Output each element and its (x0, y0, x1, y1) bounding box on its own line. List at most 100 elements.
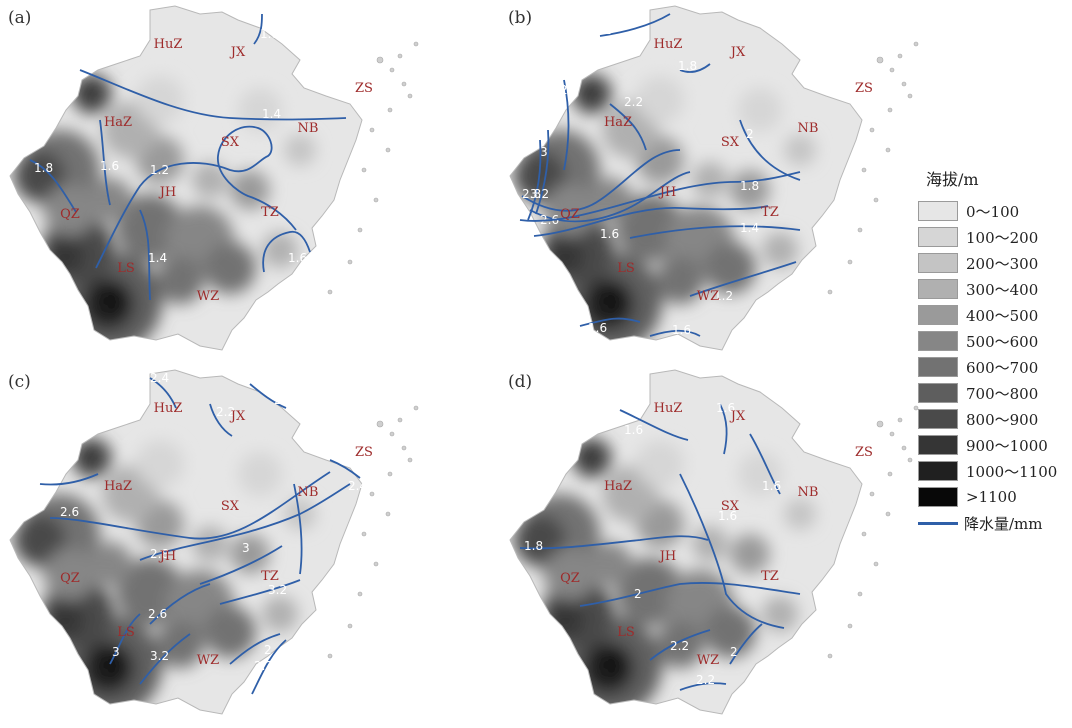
contour-label: 2 (730, 645, 738, 659)
islands (827, 405, 919, 659)
contour-line (619, 409, 689, 441)
city-label: JX (729, 409, 746, 424)
island (373, 561, 379, 567)
elevation-zone (730, 534, 770, 574)
contour-line (229, 633, 281, 665)
contour-label: 2 (634, 587, 642, 601)
elevation-zone (656, 256, 704, 304)
elevation-zone (578, 82, 598, 102)
elevation-zone (704, 242, 756, 294)
contour-line (599, 13, 671, 37)
contour-line (251, 639, 287, 695)
elevation-zone (762, 596, 798, 632)
legend-swatch (918, 461, 958, 481)
contour-label: 2.4 (348, 479, 367, 493)
precip-contours: 1.8 1.6 1.4 1.2 1.4 1.6 1.8 (29, 13, 347, 301)
island (413, 41, 419, 47)
island (827, 289, 833, 295)
contour-line (95, 125, 297, 269)
island (913, 41, 919, 47)
city-label: JX (729, 45, 746, 60)
legend-swatch (918, 357, 958, 377)
legend-label: 1000～1100 (966, 462, 1058, 481)
legend-bins: 0～100 100～200 200～300 300～400 400～500 500～600… (918, 198, 1068, 510)
legend-label: 600～700 (966, 358, 1039, 377)
legend: 海拔/m 0～100 100～200 200～300 300～400 400～500 50… (918, 166, 1068, 536)
panel-label: (d) (508, 372, 533, 392)
island (369, 127, 375, 133)
city-labels: HuZ JX ZS HaZ NB SX JH QZ TZ LS WZ (560, 37, 873, 304)
island (361, 167, 367, 173)
legend-label: 200～300 (966, 254, 1039, 273)
legend-swatch (918, 409, 958, 429)
island (389, 431, 395, 437)
city-label: QZ (560, 207, 580, 222)
legend-swatch (918, 279, 958, 299)
elevation-zone (44, 184, 96, 236)
contour-line (679, 63, 711, 73)
city-label: TZ (761, 569, 779, 584)
contour-label: 1.8 (34, 161, 53, 175)
legend-swatch (918, 383, 958, 403)
island (876, 56, 884, 64)
elevation-zone (784, 134, 816, 166)
island (347, 623, 353, 629)
contour-line (249, 383, 287, 409)
city-label: SX (721, 135, 740, 150)
elevation-zone (600, 288, 624, 312)
elevation-zone (136, 76, 184, 124)
city-label: HuZ (154, 401, 183, 416)
island (873, 561, 879, 567)
city-label: HaZ (604, 479, 632, 494)
panel-label: (b) (508, 8, 533, 28)
island (369, 491, 375, 497)
legend-label: 800～900 (966, 410, 1039, 429)
island (857, 227, 863, 233)
legend-line-label: 降水量/mm (964, 514, 1043, 533)
legend-label: 300～400 (966, 280, 1039, 299)
island (327, 653, 333, 659)
panel-label: (a) (8, 8, 32, 28)
contour-line (262, 230, 311, 273)
city-label: QZ (60, 571, 80, 586)
elevation-zone (762, 232, 798, 268)
elevation-layer (10, 370, 362, 714)
elevation-zone (156, 620, 204, 668)
elevation-zone (284, 134, 316, 166)
island (413, 405, 419, 411)
contour-line (199, 545, 283, 585)
city-label: JH (658, 185, 677, 200)
precip-contours: 2.42.222.42.62.8 33.22.63 3.2 2.42.21.82.4 (39, 371, 367, 695)
city-labels: HuZ JX ZS HaZ NB SX JH QZ TZ LS WZ (60, 37, 373, 304)
legend-swatch (918, 253, 958, 273)
city-label: LS (117, 625, 135, 640)
elevation-zone (44, 548, 96, 600)
island (376, 420, 384, 428)
city-labels: HuZ JX ZS HaZ NB SX JH QZ TZ LS WZ (560, 401, 873, 668)
contour-label: 1.6 (624, 423, 643, 437)
city-label: NB (298, 121, 319, 136)
legend-title: 海拔/m (926, 170, 979, 189)
elevation-zone (588, 542, 632, 586)
city-label: TZ (761, 205, 779, 220)
map-panel-c: (c) 2.4 2.2 2 2.4 2.6 2.8 3 3.2 2.6 3 3.2 2.4 2.2 1.8 2… (0, 364, 460, 728)
contour-line (689, 261, 797, 297)
island (861, 167, 867, 173)
island (376, 56, 384, 64)
contour-line (109, 613, 141, 665)
island (913, 405, 919, 411)
island (887, 107, 893, 113)
island (327, 289, 333, 295)
islands (327, 405, 419, 659)
island (401, 81, 407, 87)
elevation-zone (600, 652, 624, 676)
city-label: SX (221, 135, 240, 150)
contour-label: 2.6 (60, 505, 79, 519)
contour-line (329, 459, 361, 479)
contour-label: 2.2 (624, 95, 643, 109)
contour-line (209, 403, 233, 437)
island (861, 531, 867, 537)
province-outline (509, 369, 863, 715)
elevation-zone (738, 88, 782, 132)
contour-line (99, 119, 111, 206)
